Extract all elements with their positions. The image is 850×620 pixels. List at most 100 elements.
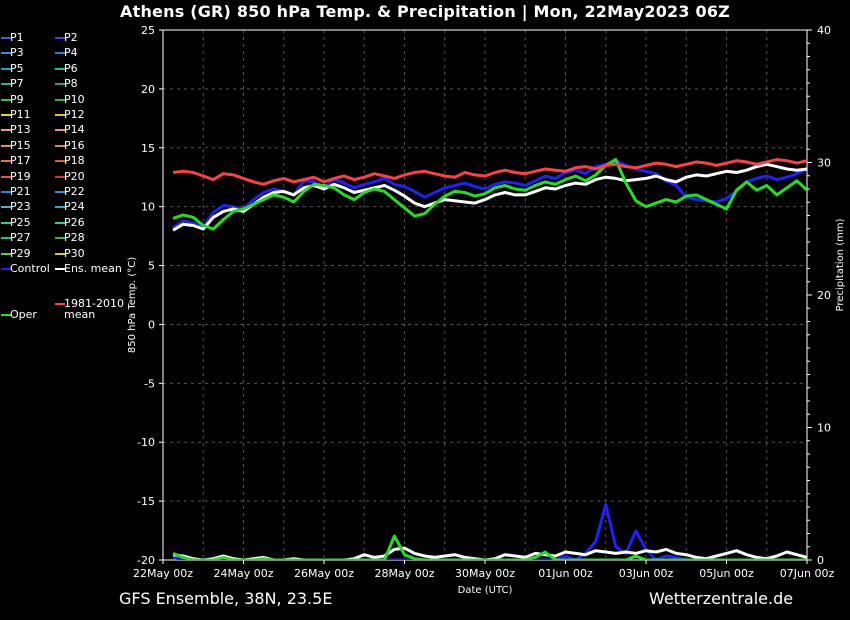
legend-label: P20 [64, 169, 85, 183]
legend-label: P1 [10, 31, 24, 44]
legend-label: P19 [10, 169, 31, 183]
x-tick-label: 28May 00z [374, 567, 434, 580]
legend-swatch [1, 221, 11, 224]
legend-swatch [55, 98, 65, 101]
legend-label: P6 [64, 61, 78, 75]
legend-swatch [1, 191, 11, 193]
legend-label: P23 [10, 200, 31, 214]
site-label: Wetterzentrale.de [649, 589, 794, 608]
legend-swatch [1, 175, 11, 178]
legend-swatch [1, 268, 11, 270]
legend-label: Control [10, 262, 50, 275]
legend-label: 1981-2010 [64, 297, 124, 311]
legend-swatch [55, 237, 65, 240]
legend-label: P30 [64, 246, 85, 260]
y-tick-label: 20 [141, 83, 155, 96]
x-tick-label: 05Jun 00z [699, 567, 754, 580]
legend-label: Oper [10, 308, 37, 322]
y-tick-label: 25 [141, 24, 155, 37]
legend-label: P3 [10, 46, 24, 60]
legend-swatch [1, 206, 11, 209]
x-tick-label: 24May 00z [213, 567, 273, 580]
legend-label: P18 [64, 154, 85, 168]
y-tick-label: -20 [137, 554, 155, 567]
legend-label: P11 [10, 108, 31, 121]
y-tick-label: -15 [137, 495, 155, 508]
legend-swatch [1, 129, 11, 132]
legend-swatch [1, 83, 11, 86]
y-tick-label: 0 [148, 318, 155, 331]
y-tick-label: -10 [137, 436, 155, 449]
y2-tick-label: 40 [817, 24, 831, 37]
legend-label: P28 [64, 231, 85, 245]
y2-tick-label: 10 [817, 422, 831, 435]
legend-swatch [1, 67, 11, 70]
legend-swatch [55, 252, 65, 255]
legend-swatch [55, 37, 65, 39]
legend-label: Ens. mean [64, 262, 122, 275]
legend-label: P10 [64, 92, 85, 106]
legend-swatch [55, 206, 65, 209]
legend-label: P4 [64, 46, 78, 60]
x-tick-label: 01Jun 00z [538, 567, 593, 580]
legend: P1 P2 P3 P4 P5 P6 P7 P8 P9 P10 P11 P12 P13 P14 P15 P16 P… [0, 31, 135, 321]
y-tick-label: 5 [148, 260, 155, 273]
legend-swatch [55, 52, 65, 55]
legend-swatch [55, 160, 65, 163]
legend-swatch [1, 114, 11, 116]
legend-swatch [55, 268, 65, 270]
x-tick-label: 22May 00z [133, 567, 193, 580]
chart-title: Athens (GR) 850 hPa Temp. & Precipitatio… [120, 2, 730, 21]
legend-swatch [55, 303, 65, 306]
x-tick-label: 07Jun 00z [780, 567, 835, 580]
legend-swatch [55, 175, 65, 178]
y2-axis-title: Precipitation (mm) [835, 218, 846, 311]
legend-label: P26 [64, 215, 85, 229]
legend-swatch [1, 37, 11, 39]
legend-label: P27 [10, 231, 31, 245]
y2-tick-label: 0 [817, 554, 824, 567]
source-label: GFS Ensemble, 38N, 23.5E [119, 589, 333, 608]
legend-swatch [55, 114, 65, 116]
legend-swatch [55, 129, 65, 132]
legend-swatch [55, 221, 65, 224]
x-tick-label: 26May 00z [294, 567, 354, 580]
legend-label: P21 [10, 185, 31, 198]
x-tick-label: 30May 00z [455, 567, 515, 580]
legend-swatch [1, 237, 11, 240]
legend-label: P24 [64, 200, 85, 214]
legend-swatch [1, 144, 11, 147]
legend-swatch [55, 83, 65, 86]
legend-label: P17 [10, 154, 31, 168]
y-tick-label: 15 [141, 142, 155, 155]
legend-label: P16 [64, 138, 85, 152]
y-axis-title: 850 hPa Temp. (°C) [127, 257, 138, 353]
legend-swatch [1, 252, 11, 255]
legend-label: P14 [64, 123, 85, 137]
legend-label: P15 [10, 138, 31, 152]
y-tick-label: -5 [144, 377, 155, 390]
legend-label: P13 [10, 123, 31, 137]
legend-label: P9 [10, 92, 24, 106]
x-axis-title: Date (UTC) [458, 585, 513, 596]
legend-label: mean [64, 308, 96, 322]
legend-swatch [1, 314, 11, 317]
legend-swatch [1, 52, 11, 55]
legend-label: P25 [10, 215, 31, 229]
legend-swatch [1, 98, 11, 101]
legend-swatch [55, 144, 65, 147]
legend-label: P7 [10, 77, 24, 91]
legend-label: P8 [64, 77, 78, 91]
y2-tick-label: 20 [817, 289, 831, 302]
legend-swatch [55, 67, 65, 70]
y-tick-label: 10 [141, 201, 155, 214]
legend-label: P2 [64, 31, 78, 44]
legend-label: P5 [10, 61, 24, 75]
legend-swatch [55, 191, 65, 193]
x-tick-label: 03Jun 00z [619, 567, 674, 580]
legend-label: P22 [64, 185, 85, 198]
legend-label: P12 [64, 108, 85, 121]
legend-label: P29 [10, 246, 31, 260]
legend-swatch [1, 160, 11, 163]
